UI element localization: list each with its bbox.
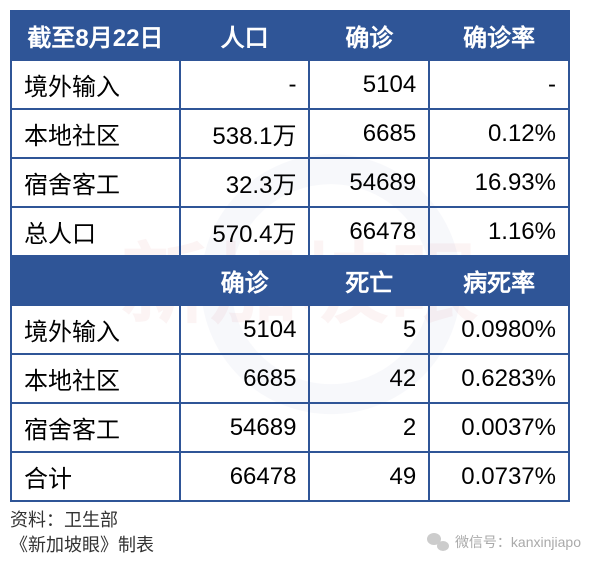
header-confirmed: 确诊 — [309, 11, 429, 60]
row-label: 总人口 — [11, 207, 180, 256]
row-label: 本地社区 — [11, 109, 180, 158]
cell-cases: 6685 — [309, 109, 429, 158]
table-row: 宿舍客工 32.3万 54689 16.93% — [11, 158, 569, 207]
covid-stats-table: 截至8月22日 人口 确诊 确诊率 境外输入 - 5104 - 本地社区 538… — [10, 10, 570, 502]
cell-cases: 66478 — [180, 452, 310, 501]
header-row-1: 截至8月22日 人口 确诊 确诊率 — [11, 11, 569, 60]
table-row: 本地社区 6685 42 0.6283% — [11, 354, 569, 403]
row-label: 合计 — [11, 452, 180, 501]
table-row: 境外输入 - 5104 - — [11, 60, 569, 109]
cell-cases: 54689 — [309, 158, 429, 207]
cell-rate: - — [429, 60, 569, 109]
cell-deaths: 5 — [309, 305, 429, 354]
cell-pop: 570.4万 — [180, 207, 310, 256]
cell-cfr: 0.0980% — [429, 305, 569, 354]
header-confirmed-2: 确诊 — [180, 256, 310, 305]
header-row-2: 确诊 死亡 病死率 — [11, 256, 569, 305]
cell-deaths: 42 — [309, 354, 429, 403]
wechat-icon — [427, 533, 449, 551]
row-label: 境外输入 — [11, 305, 180, 354]
row-label: 宿舍客工 — [11, 158, 180, 207]
header-blank — [11, 256, 180, 305]
table-row: 总人口 570.4万 66478 1.16% — [11, 207, 569, 256]
cell-cfr: 0.0037% — [429, 403, 569, 452]
cell-rate: 16.93% — [429, 158, 569, 207]
row-label: 境外输入 — [11, 60, 180, 109]
table-row: 本地社区 538.1万 6685 0.12% — [11, 109, 569, 158]
table-row: 宿舍客工 54689 2 0.0037% — [11, 403, 569, 452]
header-rate: 确诊率 — [429, 11, 569, 60]
cell-cases: 54689 — [180, 403, 310, 452]
header-deaths: 死亡 — [309, 256, 429, 305]
cell-rate: 0.12% — [429, 109, 569, 158]
cell-rate: 1.16% — [429, 207, 569, 256]
row-label: 宿舍客工 — [11, 403, 180, 452]
cell-cases: 5104 — [180, 305, 310, 354]
cell-cfr: 0.6283% — [429, 354, 569, 403]
cell-deaths: 49 — [309, 452, 429, 501]
row-label: 本地社区 — [11, 354, 180, 403]
table-row: 合计 66478 49 0.0737% — [11, 452, 569, 501]
header-population: 人口 — [180, 11, 310, 60]
header-date: 截至8月22日 — [11, 11, 180, 60]
footer-line-1: 资料：卫生部 — [10, 508, 591, 533]
cell-cfr: 0.0737% — [429, 452, 569, 501]
wechat-label: 微信号：kanxinjiapo — [455, 532, 581, 552]
wechat-credit: 微信号：kanxinjiapo — [427, 532, 581, 552]
cell-deaths: 2 — [309, 403, 429, 452]
header-cfr: 病死率 — [429, 256, 569, 305]
cell-cases: 5104 — [309, 60, 429, 109]
cell-cases: 6685 — [180, 354, 310, 403]
table-row: 境外输入 5104 5 0.0980% — [11, 305, 569, 354]
cell-pop: 538.1万 — [180, 109, 310, 158]
cell-pop: - — [180, 60, 310, 109]
cell-pop: 32.3万 — [180, 158, 310, 207]
cell-cases: 66478 — [309, 207, 429, 256]
